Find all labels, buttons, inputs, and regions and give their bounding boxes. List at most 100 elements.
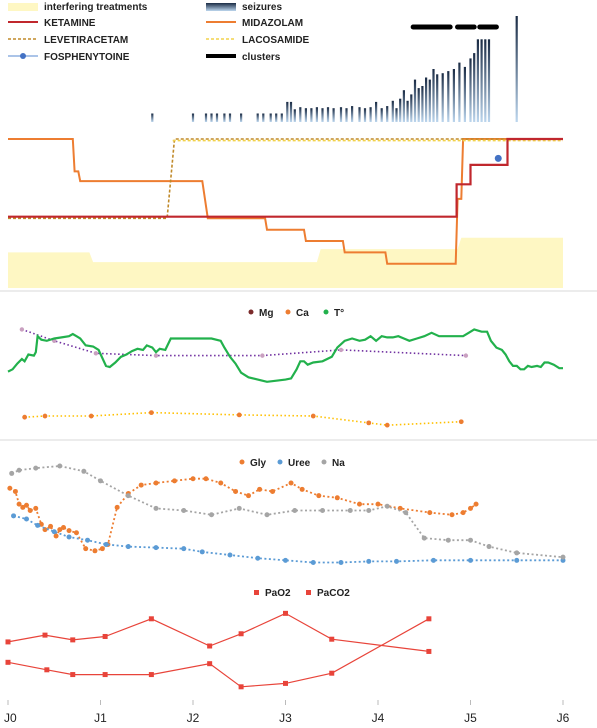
gly-point xyxy=(53,533,59,539)
gly-point xyxy=(449,512,455,518)
gly-point xyxy=(12,488,18,494)
seizure-bar xyxy=(406,100,409,122)
uree-point xyxy=(11,513,17,519)
legend-pao2-label: PaO2 xyxy=(265,588,291,599)
paco2-point xyxy=(5,659,11,665)
seizure-bar xyxy=(487,39,491,122)
seizure-bar xyxy=(476,39,479,122)
seizure-bar xyxy=(151,113,154,122)
seizure-bar xyxy=(432,69,435,122)
gly-point xyxy=(334,495,340,501)
treatments-panel xyxy=(8,137,563,288)
seizure-bar xyxy=(463,66,466,122)
na-point xyxy=(236,505,242,511)
uree-point xyxy=(338,559,344,565)
legend-temp-label: T° xyxy=(334,308,344,319)
legend-uree-label: Uree xyxy=(288,458,311,469)
gly-point xyxy=(138,482,144,488)
seizure-bar xyxy=(256,113,259,122)
legend-gly-label: Gly xyxy=(250,458,267,469)
na-point xyxy=(16,467,22,473)
legend-mg-label: Mg xyxy=(259,308,273,319)
gly-point xyxy=(246,493,251,499)
seizure-bar xyxy=(480,39,483,122)
seizure-bar xyxy=(458,62,461,122)
uree-point xyxy=(468,557,473,563)
legend-ketamine-label: KETAMINE xyxy=(44,18,96,29)
ca-point xyxy=(148,410,154,416)
seizure-bar xyxy=(386,106,389,122)
legend-lacosamide-label: LACOSAMIDE xyxy=(242,35,310,46)
seizure-bar xyxy=(399,98,402,122)
seizure-bar xyxy=(304,108,307,122)
gly-point xyxy=(83,546,89,552)
seizure-bar xyxy=(452,69,455,122)
pao2-point xyxy=(70,637,76,643)
paco2-point xyxy=(426,616,432,622)
na-point xyxy=(445,537,451,543)
mg-point xyxy=(93,351,99,356)
gly-point xyxy=(57,527,63,533)
legend-ca-marker xyxy=(285,309,291,315)
seizure-bar xyxy=(280,113,283,122)
x-axis: J0 J1 J2 J3 J4 J5 J6 xyxy=(4,700,570,725)
gly-point xyxy=(203,476,209,482)
legend-fosphenytoine-marker xyxy=(20,53,26,59)
na-point xyxy=(486,544,492,550)
pao2-point xyxy=(283,610,288,616)
ca-point xyxy=(88,413,94,419)
legend-clusters-label: clusters xyxy=(242,52,281,63)
gly-point xyxy=(299,486,305,492)
seizure-bar xyxy=(395,108,398,122)
legend-gly-marker xyxy=(239,459,245,465)
seizure-bar xyxy=(447,71,450,122)
pao2-point xyxy=(42,632,48,638)
gly-point xyxy=(92,548,98,554)
legend-mg-marker xyxy=(248,309,254,315)
seizure-bar xyxy=(515,16,518,122)
ions-temperature-panel xyxy=(7,327,563,428)
seizure-bar xyxy=(269,113,272,122)
seizure-bar xyxy=(326,107,330,122)
series-line-temperature xyxy=(7,328,563,383)
series-line-na xyxy=(11,465,564,559)
na-point xyxy=(81,468,87,474)
uree-point xyxy=(24,516,29,522)
gly-point xyxy=(24,502,29,508)
na-point xyxy=(264,512,270,518)
seizure-bar xyxy=(191,113,195,122)
na-point xyxy=(57,463,63,469)
uree-point xyxy=(514,557,520,563)
legend-midazolam-label: MIDAZOLAM xyxy=(242,18,303,29)
gas-legend: PaO2 PaCO2 xyxy=(254,588,350,599)
seizure-bar xyxy=(358,107,361,122)
x-tick-label: J6 xyxy=(557,711,570,725)
seizure-bar xyxy=(351,106,354,122)
seizure-bar xyxy=(204,113,208,122)
gly-point xyxy=(460,510,466,516)
uree-point xyxy=(283,557,288,563)
seizure-bar xyxy=(332,108,335,122)
na-point xyxy=(292,508,298,514)
seizure-bar xyxy=(240,113,243,122)
paco2-point xyxy=(207,661,213,667)
na-point xyxy=(514,550,520,556)
uree-point xyxy=(199,549,205,555)
seizure-bar xyxy=(410,94,413,122)
x-tick-label: J4 xyxy=(372,711,385,725)
paco2-point xyxy=(44,667,50,673)
legend-paco2-marker xyxy=(306,590,311,595)
seizure-bar xyxy=(421,86,424,122)
seizure-bar xyxy=(286,101,289,122)
ions-legend: Mg Ca T° xyxy=(248,308,344,319)
gly-point xyxy=(172,478,177,484)
gly-point xyxy=(48,523,54,529)
gly-point xyxy=(233,488,239,494)
na-point xyxy=(560,554,566,560)
legend-na-marker xyxy=(321,459,327,465)
x-tick-label: J0 xyxy=(4,711,17,725)
ca-point xyxy=(236,412,242,418)
x-tick-label: J5 xyxy=(464,711,477,725)
x-tick-label: J1 xyxy=(94,711,107,725)
gly-point xyxy=(473,501,479,507)
